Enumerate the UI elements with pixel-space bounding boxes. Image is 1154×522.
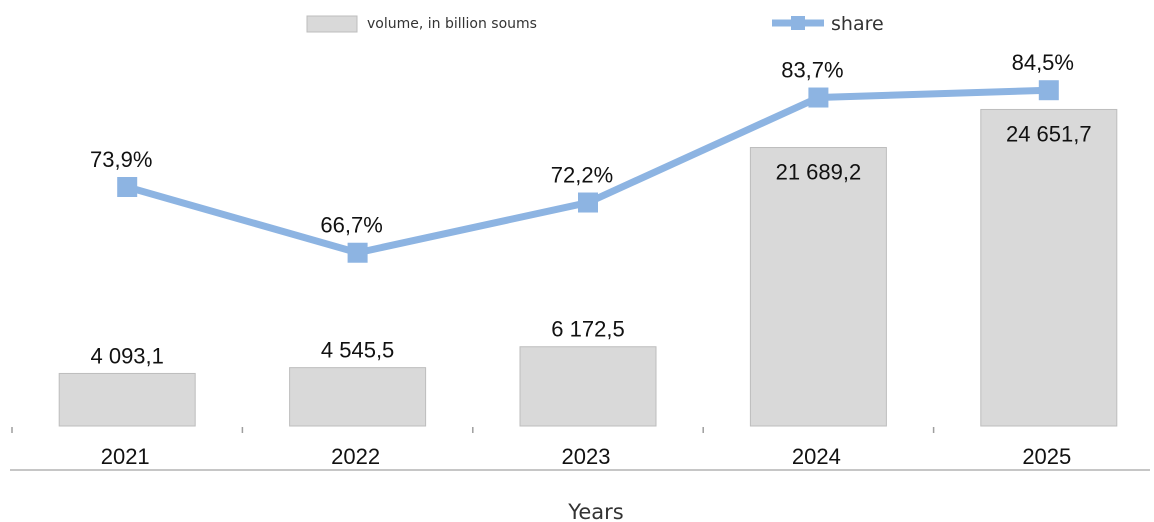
x-tick-label-2022: 2022 xyxy=(331,444,380,469)
legend-swatch-volume xyxy=(306,15,358,33)
bar-2023 xyxy=(519,346,657,427)
share-value-label-2021: 73,9% xyxy=(90,147,152,172)
bar-series xyxy=(58,108,1118,427)
bar-2021 xyxy=(58,372,196,427)
bar-value-label-2021: 4 093,1 xyxy=(90,343,163,368)
legend: volume, in billion soums share xyxy=(306,13,884,35)
bar-2025 xyxy=(980,108,1118,427)
x-tick-label-2023: 2023 xyxy=(562,444,611,469)
legend-label-volume: volume, in billion soums xyxy=(367,16,537,32)
share-marker-2022 xyxy=(347,242,368,263)
share-value-label-2023: 72,2% xyxy=(551,163,613,188)
x-tick-label-2025: 2025 xyxy=(1022,444,1071,469)
share-value-label-2024: 83,7% xyxy=(781,58,843,83)
bar-value-labels: 4 093,1 4 545,5 6 172,5 21 689,2 24 651,7 xyxy=(90,121,1091,368)
bar-value-label-2025: 24 651,7 xyxy=(1006,121,1092,146)
share-marker-2021 xyxy=(117,177,138,197)
x-axis-tick-labels: 2021 2022 2023 2024 2025 xyxy=(101,444,1072,469)
bar-value-label-2023: 6 172,5 xyxy=(551,317,624,342)
x-axis-title: Years xyxy=(567,500,623,522)
share-value-label-2025: 84,5% xyxy=(1012,50,1074,75)
bar-value-label-2024: 21 689,2 xyxy=(776,160,862,185)
x-tick-label-2021: 2021 xyxy=(101,444,150,469)
bar-2024 xyxy=(749,147,887,427)
share-value-labels: 73,9% 66,7% 72,2% 83,7% 84,5% xyxy=(90,50,1074,238)
share-line-series xyxy=(117,80,1059,263)
legend-label-share: share xyxy=(831,13,884,35)
share-marker-2025 xyxy=(1038,80,1059,101)
share-value-label-2022: 66,7% xyxy=(320,213,382,238)
share-marker-2024 xyxy=(808,87,829,108)
legend-swatch-share-marker xyxy=(791,16,805,30)
bar-2022 xyxy=(289,367,427,427)
x-tick-label-2024: 2024 xyxy=(792,444,841,469)
share-marker-2023 xyxy=(578,192,598,213)
bar-value-label-2022: 4 545,5 xyxy=(321,338,394,363)
x-axis-ticks xyxy=(11,427,935,433)
